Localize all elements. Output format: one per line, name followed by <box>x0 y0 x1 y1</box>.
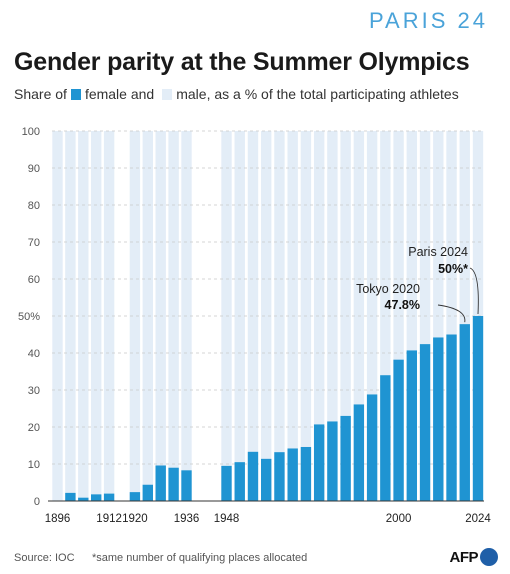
x-tick-label-1936: 1936 <box>174 513 200 525</box>
female-bar-1932 <box>168 467 179 501</box>
female-bar-1964 <box>274 452 285 501</box>
male-bar-1948 <box>221 131 232 466</box>
afp-logo-dot-icon <box>480 548 498 566</box>
female-bar-1904 <box>78 497 89 501</box>
female-bar-2012 <box>433 337 444 501</box>
female-bar-1952 <box>234 462 245 501</box>
chart-title: Gender parity at the Summer Olympics <box>14 48 470 76</box>
y-tick-label: 40 <box>28 348 40 360</box>
male-bar-1992 <box>366 131 378 395</box>
annotation-value-2024: 50%* <box>438 262 468 276</box>
x-tick-label-1920: 1920 <box>122 513 148 525</box>
y-tick-label: 0 <box>34 496 40 508</box>
male-bar-2024 <box>472 131 484 316</box>
female-bar-2016 <box>446 334 457 501</box>
female-bar-2004 <box>406 350 418 501</box>
female-bar-2008 <box>419 344 431 501</box>
chart-subtitle: Share of female and male, as a % of the to… <box>14 86 459 102</box>
female-bar-1928 <box>155 465 166 501</box>
female-bar-1912 <box>103 493 115 501</box>
male-bar-2020 <box>459 131 470 325</box>
male-bar-1904 <box>78 131 89 498</box>
male-bar-1956 <box>247 131 259 452</box>
male-bar-1968 <box>287 131 298 449</box>
female-bar-1936 <box>181 470 192 501</box>
male-bar-1972 <box>300 131 312 447</box>
x-tick-label-1912: 1912 <box>96 513 122 525</box>
y-tick-label: 70 <box>28 237 40 249</box>
annotation-leader-2024 <box>469 267 479 315</box>
male-bar-1980 <box>327 131 338 422</box>
female-bar-1980 <box>327 421 338 501</box>
male-legend-label: male, as a % of the total participating … <box>176 86 459 102</box>
male-bar-1984 <box>340 131 351 416</box>
male-bar-1932 <box>168 131 179 468</box>
annotation-value-2020: 47.8% <box>385 298 420 312</box>
female-bar-1948 <box>221 465 232 501</box>
male-bar-1928 <box>155 131 166 466</box>
x-tick-label-2000: 2000 <box>386 513 412 525</box>
y-tick-label: 20 <box>28 422 40 434</box>
female-bar-1900 <box>65 492 76 501</box>
paris-2024-logo: PARIS 24 <box>369 8 488 33</box>
male-bar-1920 <box>129 131 141 493</box>
y-tick-label: 80 <box>28 200 40 212</box>
male-bar-1900 <box>65 131 76 493</box>
male-bar-1952 <box>234 131 245 463</box>
x-tick-label-1948: 1948 <box>214 513 240 525</box>
male-bar-2000 <box>393 131 404 360</box>
y-tick-label: 10 <box>28 459 40 471</box>
male-bar-2012 <box>433 131 444 338</box>
male-bar-1996 <box>380 131 391 376</box>
female-bar-1996 <box>380 375 391 501</box>
female-bar-1908 <box>91 494 102 501</box>
y-tick-label: 100 <box>22 126 40 138</box>
female-bar-2020 <box>459 324 470 501</box>
female-bar-1968 <box>287 448 298 501</box>
male-bar-2008 <box>419 131 431 345</box>
male-bar-1976 <box>313 131 325 425</box>
female-bar-1992 <box>366 394 378 501</box>
male-bar-1988 <box>353 131 365 405</box>
male-bar-1936 <box>181 131 192 471</box>
male-bar-1964 <box>274 131 285 453</box>
y-tick-label: 50% <box>18 311 40 323</box>
female-bar-1924 <box>142 484 153 501</box>
x-tick-label-2024: 2024 <box>465 513 491 525</box>
footnote: *same number of qualifying places alloca… <box>92 552 308 564</box>
y-tick-label: 90 <box>28 163 40 175</box>
male-legend-swatch <box>162 89 173 100</box>
y-tick-label: 30 <box>28 385 40 397</box>
afp-logo: AFP <box>449 546 498 568</box>
female-bar-1920 <box>129 492 141 501</box>
female-legend-label: female and <box>84 86 155 102</box>
female-bar-1984 <box>340 415 351 501</box>
source-note: Source: IOC <box>14 552 75 564</box>
annotation-label-2020: Tokyo 2020 <box>356 282 420 296</box>
female-bar-1956 <box>247 451 259 501</box>
male-bar-1896 <box>52 131 63 501</box>
male-bar-1924 <box>142 131 153 485</box>
male-bar-1908 <box>91 131 102 495</box>
female-bar-1972 <box>300 446 312 501</box>
female-bar-1988 <box>353 404 365 501</box>
female-legend-swatch <box>70 89 81 100</box>
male-bar-2016 <box>446 131 457 335</box>
male-bar-1912 <box>103 131 115 494</box>
male-bar-1960 <box>261 131 272 459</box>
annotation-label-2024: Paris 2024 <box>408 245 468 259</box>
subtitle-prefix: Share of <box>14 86 67 102</box>
female-bar-2000 <box>393 359 404 501</box>
female-bar-1976 <box>313 424 325 501</box>
female-bar-2024 <box>472 316 484 501</box>
afp-logo-text: AFP <box>449 548 479 566</box>
x-tick-label-1896: 1896 <box>45 513 71 525</box>
male-bar-2004 <box>406 131 418 351</box>
y-tick-label: 60 <box>28 274 40 286</box>
female-bar-1960 <box>261 458 272 501</box>
annotation-leader-2020 <box>437 304 466 323</box>
